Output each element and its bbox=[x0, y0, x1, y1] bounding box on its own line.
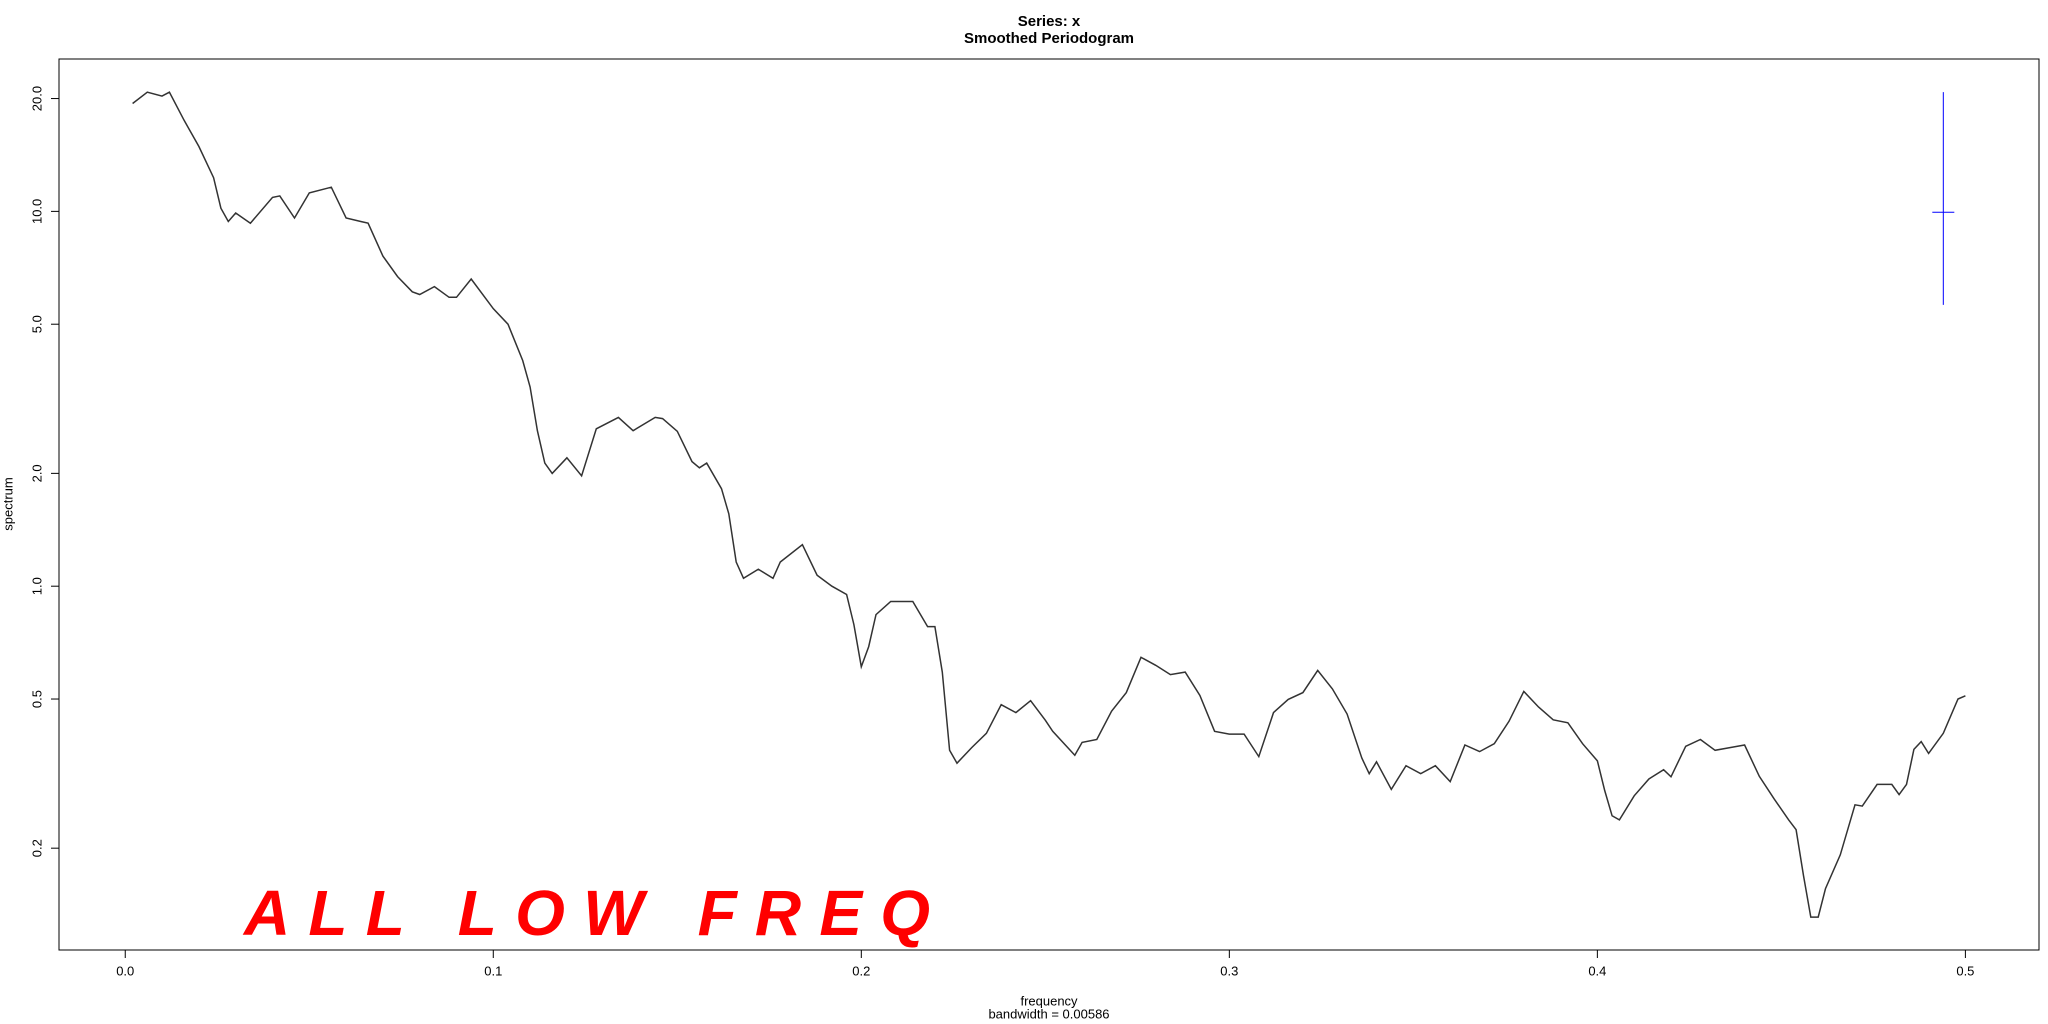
y-tick-label: 0.5 bbox=[29, 690, 44, 708]
plot-frame bbox=[58, 58, 2040, 951]
spectrum-line bbox=[132, 91, 1966, 918]
x-tick-label: 0.0 bbox=[116, 963, 134, 978]
y-tick-label: 10.0 bbox=[29, 199, 44, 224]
y-axis-label: spectrum bbox=[0, 477, 15, 530]
annotation: ALL LOW FREQ bbox=[242, 877, 930, 949]
chart-subtitle: Smoothed Periodogram bbox=[964, 30, 1134, 47]
x-axis-sublabel: bandwidth = 0.00586 bbox=[988, 1006, 1109, 1021]
chart-title: Series: x bbox=[1018, 13, 1081, 30]
x-tick-label: 0.1 bbox=[484, 963, 502, 978]
y-tick-label: 5.0 bbox=[29, 315, 44, 333]
y-tick-label: 0.2 bbox=[29, 839, 44, 857]
x-tick-label: 0.3 bbox=[1220, 963, 1238, 978]
x-axis-label: frequency bbox=[1020, 993, 1078, 1008]
x-tick-label: 0.2 bbox=[852, 963, 870, 978]
x-tick-label: 0.4 bbox=[1588, 963, 1606, 978]
y-tick-label: 20.0 bbox=[29, 86, 44, 111]
y-tick-label: 2.0 bbox=[29, 464, 44, 482]
x-tick-label: 0.5 bbox=[1956, 963, 1974, 978]
y-tick-label: 1.0 bbox=[29, 577, 44, 595]
